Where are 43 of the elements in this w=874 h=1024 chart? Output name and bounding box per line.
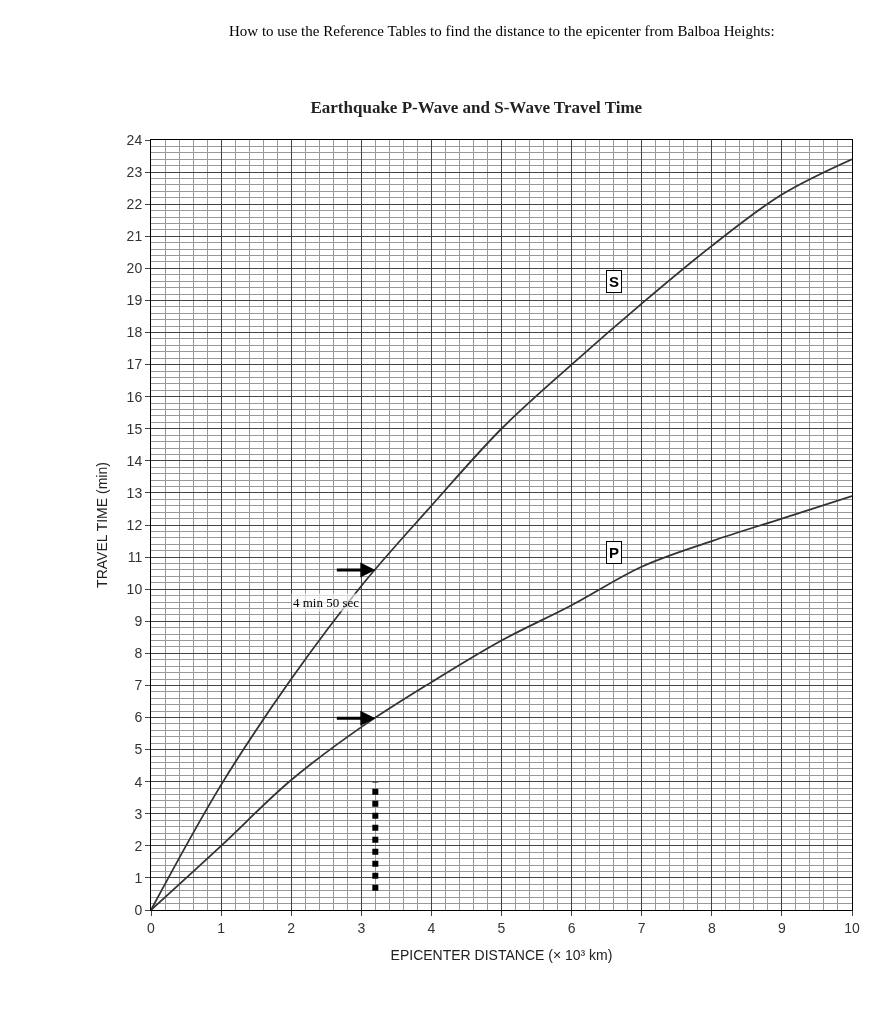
y-tick-label: 21 — [126, 228, 143, 245]
x-tick-label: 5 — [497, 919, 506, 936]
y-tick-label: 7 — [134, 677, 143, 694]
x-tick-label: 1 — [217, 919, 226, 936]
y-tick-label: 24 — [126, 131, 143, 148]
y-tick-label: 4 — [134, 773, 143, 790]
y-tick-label: 8 — [134, 645, 143, 662]
y-tick-label: 15 — [126, 420, 143, 437]
y-tick-label: 17 — [126, 356, 143, 373]
x-tick-label: 8 — [707, 919, 716, 936]
y-axis-title: TRAVEL TIME (min) — [94, 462, 111, 588]
y-tick-label: 14 — [126, 452, 143, 469]
x-tick-label: 6 — [567, 919, 576, 936]
y-tick-label: 6 — [134, 709, 143, 726]
y-tick-label: 19 — [126, 292, 143, 309]
x-tick-label: 10 — [844, 919, 860, 936]
y-tick-label: 22 — [126, 196, 143, 213]
y-tick-label: 10 — [126, 581, 143, 598]
y-tick-label: 13 — [126, 484, 143, 501]
y-tick-label: 9 — [134, 613, 143, 630]
y-tick-label: 20 — [126, 260, 143, 277]
annotation: 4 min 50 sec — [293, 595, 360, 610]
y-tick-label: 1 — [134, 869, 143, 886]
y-tick-label: 12 — [126, 516, 143, 533]
series-label: P — [609, 544, 620, 561]
x-tick-label: 7 — [637, 919, 646, 936]
series-label: S — [609, 273, 620, 290]
y-tick-label: 23 — [126, 163, 143, 180]
x-tick-label: 3 — [357, 919, 366, 936]
y-tick-label: 5 — [134, 741, 143, 758]
text: How to use the Reference Tables to find the distance to the epicenter from Balboa Heights: — [229, 23, 775, 39]
x-tick-label: 2 — [287, 919, 296, 936]
x-axis-title: EPICENTER DISTANCE (× 10³ km) — [390, 947, 613, 964]
chart-title: Earthquake P-Wave and S-Wave Travel Time — [310, 98, 643, 118]
y-tick-label: 2 — [134, 837, 143, 854]
y-tick-label: 3 — [134, 805, 143, 822]
x-tick-label: 0 — [147, 919, 156, 936]
y-tick-label: 16 — [126, 388, 143, 405]
x-tick-label: 9 — [778, 919, 786, 936]
y-tick-label: 0 — [134, 901, 143, 918]
y-tick-label: 18 — [126, 324, 143, 341]
x-tick-label: 4 — [427, 919, 436, 936]
y-tick-label: 11 — [127, 548, 143, 565]
